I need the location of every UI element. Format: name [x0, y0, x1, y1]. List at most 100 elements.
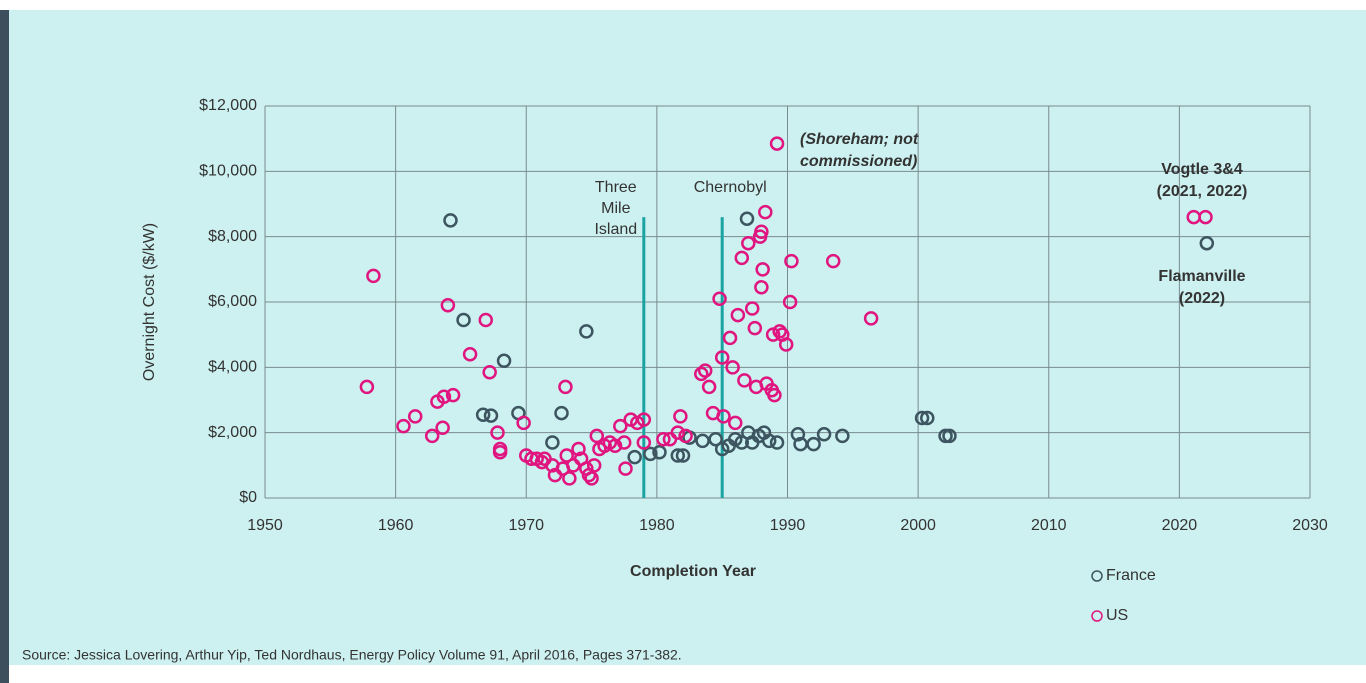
point: [747, 320, 763, 336]
point: [1199, 235, 1215, 251]
point: [445, 387, 461, 403]
point: [496, 353, 512, 369]
point: [359, 379, 375, 395]
legend-label: France: [1106, 567, 1156, 584]
x-tick-label: 2020: [1162, 517, 1198, 534]
point: [424, 428, 440, 444]
point: [478, 312, 494, 328]
event-label: Three: [595, 179, 637, 196]
point: [516, 415, 531, 431]
point: [407, 409, 423, 424]
point: [701, 379, 717, 395]
x-tick-label: 1960: [378, 517, 414, 534]
y-tick-label: $0: [239, 489, 257, 506]
point: [914, 410, 930, 426]
point: [456, 312, 471, 328]
point: [863, 311, 879, 326]
x-tick-label: 1970: [508, 517, 544, 534]
y-tick-label: $4,000: [208, 359, 257, 376]
point: [443, 213, 458, 228]
point: [618, 461, 633, 476]
point: [670, 448, 686, 463]
point: [482, 364, 497, 380]
x-tick-label: 1980: [639, 517, 675, 534]
point: [652, 445, 667, 460]
point: [825, 253, 841, 269]
point: [920, 410, 935, 426]
point: [678, 428, 693, 444]
point: [396, 418, 411, 434]
point: [784, 253, 799, 269]
point: [579, 324, 594, 339]
background: [0, 10, 1366, 665]
point: [1198, 209, 1213, 225]
point: [584, 471, 599, 486]
x-tick-label: 2030: [1292, 517, 1328, 534]
y-tick-label: $6,000: [208, 293, 257, 310]
point: [545, 435, 560, 450]
point: [761, 433, 777, 449]
point: [741, 235, 756, 251]
point: [716, 409, 731, 424]
point: [769, 435, 785, 450]
point: [586, 458, 602, 473]
point: [475, 407, 491, 422]
point: [806, 436, 821, 452]
point: [675, 448, 691, 463]
annotation: (Shoreham; not: [800, 131, 919, 148]
point: [616, 435, 632, 450]
point: [734, 435, 750, 450]
y-tick-label: $10,000: [199, 163, 257, 180]
x-axis-label: Completion Year: [630, 563, 756, 580]
x-tick-label: 1950: [247, 517, 283, 534]
point: [722, 330, 738, 346]
point: [730, 307, 746, 323]
point: [440, 298, 456, 313]
point: [725, 360, 740, 375]
x-tick-label: 2000: [900, 517, 936, 534]
point: [712, 291, 727, 306]
legend-marker: [1091, 570, 1103, 582]
point: [714, 350, 730, 365]
point: [436, 389, 452, 404]
point: [636, 435, 652, 450]
point: [559, 448, 574, 463]
source: Source: Jessica Lovering, Arthur Yip, Te…: [22, 647, 682, 663]
annotation: Flamanville: [1158, 268, 1245, 285]
x-tick-label: 2010: [1031, 517, 1067, 534]
x-tick-label: 1990: [770, 517, 806, 534]
annotation: (2022): [1179, 290, 1225, 307]
point: [562, 471, 577, 486]
point: [627, 449, 642, 465]
y-axis-label: Overnight Cost ($/kW): [141, 223, 158, 381]
point: [366, 268, 381, 284]
point: [734, 250, 750, 266]
point: [490, 425, 505, 440]
event-label: Mile: [601, 200, 630, 217]
point: [673, 409, 688, 424]
point: [835, 428, 850, 444]
annotation: commissioned): [800, 153, 917, 170]
point: [483, 408, 499, 423]
point: [782, 294, 798, 310]
point: [737, 373, 752, 388]
point: [462, 347, 478, 362]
point: [607, 438, 623, 453]
point: [754, 280, 769, 295]
point: [778, 337, 794, 352]
event-label: Chernobyl: [694, 179, 767, 196]
point: [708, 431, 723, 447]
point: [790, 427, 806, 442]
point: [656, 431, 671, 447]
point: [697, 363, 713, 378]
point: [589, 428, 605, 444]
point: [754, 224, 769, 240]
point: [558, 379, 573, 395]
legend-marker: [1091, 610, 1103, 622]
point: [755, 262, 770, 277]
legend-label: US: [1106, 607, 1128, 624]
point: [670, 425, 686, 440]
event-label: Island: [594, 221, 637, 238]
